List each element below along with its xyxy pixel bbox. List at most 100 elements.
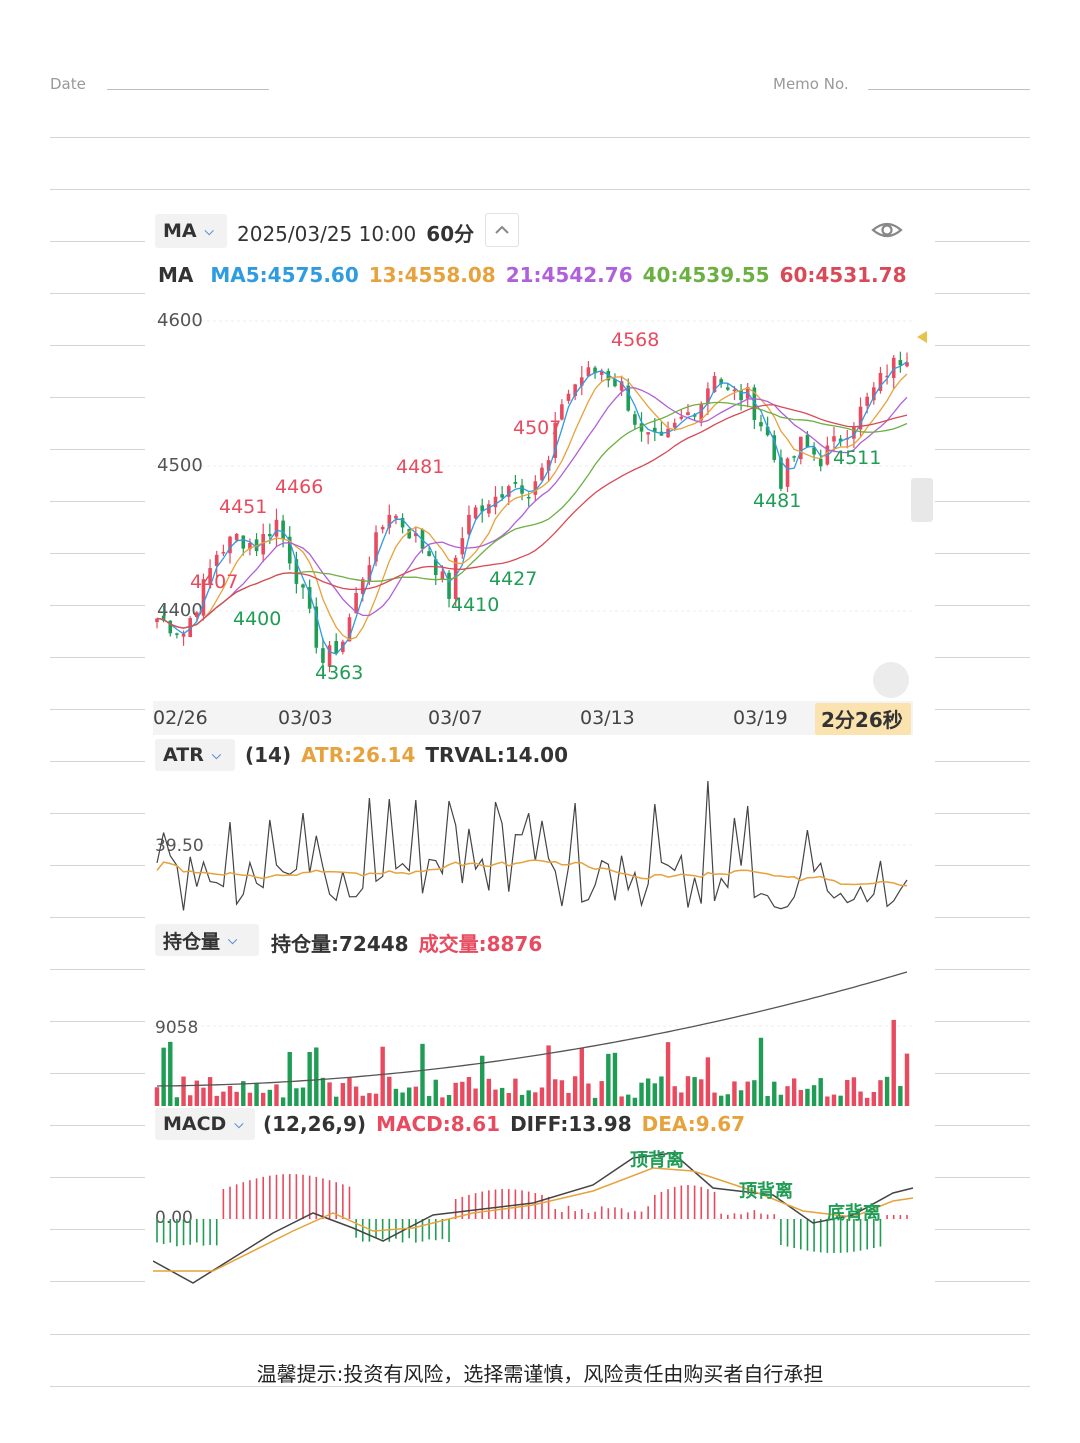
- price-annotation: 4511: [833, 447, 881, 469]
- date-label: Date: [50, 75, 86, 93]
- price-annotation: 4481: [753, 490, 801, 512]
- volume-bar: [221, 1091, 226, 1106]
- current-datetime: 2025/03/25 10:00: [237, 222, 417, 246]
- macd-y-tick: 0.00: [155, 1208, 193, 1228]
- candle-body: [500, 494, 504, 498]
- volume-bar: [466, 1077, 472, 1106]
- candle-body: [380, 526, 385, 530]
- volume-chart[interactable]: 9058: [153, 958, 935, 1108]
- volume-bar: [174, 1097, 180, 1106]
- x-tick-label: 02/26: [153, 707, 208, 729]
- candle-body: [679, 416, 684, 419]
- volume-bar: [533, 1092, 538, 1106]
- atr-chart[interactable]: 39.50: [153, 773, 935, 923]
- volume-bar: [772, 1081, 777, 1106]
- volume-bar: [572, 1076, 578, 1106]
- open-interest-dropdown-label: 持仓量: [163, 930, 221, 953]
- candle-body: [832, 436, 836, 442]
- volume-y-tick: 9058: [155, 1018, 198, 1038]
- volume-bar: [732, 1081, 737, 1106]
- x-tick-label: 03/07: [428, 707, 483, 729]
- memo-line: [50, 137, 1030, 138]
- price-annotation: 4481: [396, 456, 444, 478]
- ma-line: [156, 387, 908, 629]
- volume-bar: [506, 1093, 511, 1106]
- candle-body: [560, 404, 564, 420]
- volume-bar: [805, 1088, 810, 1106]
- candle-body: [360, 579, 365, 594]
- candle-body: [619, 381, 624, 391]
- ma-line: [156, 404, 908, 629]
- candle-body: [533, 481, 538, 495]
- collapse-button[interactable]: [485, 213, 519, 247]
- volume-bar: [353, 1086, 359, 1106]
- volume-bar: [858, 1091, 863, 1106]
- volume-bar: [705, 1057, 711, 1106]
- volume-bar: [407, 1087, 412, 1106]
- candle-body: [838, 438, 843, 442]
- candle-body: [221, 552, 226, 554]
- volume-bar: [692, 1077, 697, 1106]
- volume-bar: [486, 1078, 492, 1106]
- candle-body: [633, 414, 637, 425]
- volume-bar: [718, 1095, 724, 1106]
- volume-bar: [626, 1094, 631, 1106]
- volume-bar: [579, 1047, 584, 1106]
- volume-bar: [294, 1088, 299, 1106]
- ma-item: 13:4558.08: [368, 263, 496, 287]
- candle-body: [460, 538, 465, 555]
- candle-body: [852, 426, 856, 439]
- volume-bar: [400, 1092, 405, 1106]
- candle-body: [652, 427, 657, 433]
- volume-bar: [679, 1092, 684, 1106]
- candle-body: [739, 389, 743, 401]
- candle-body: [327, 645, 332, 667]
- candle-body: [307, 587, 312, 609]
- candle-body: [785, 458, 790, 487]
- macd-dropdown[interactable]: MACD ⌵: [155, 1108, 255, 1140]
- dea-line: [153, 1167, 914, 1272]
- ma-line: [156, 361, 908, 655]
- candle-body: [719, 379, 723, 385]
- volume-bar: [778, 1094, 784, 1106]
- volume-bar: [845, 1079, 850, 1106]
- y-tick-label: 4500: [157, 455, 203, 476]
- volume-bar: [632, 1097, 638, 1106]
- candle-body: [487, 504, 491, 514]
- period-label[interactable]: 60分: [426, 222, 475, 246]
- volume-bar: [247, 1092, 253, 1106]
- price-annotation: 4427: [489, 568, 537, 590]
- volume-bar: [493, 1089, 498, 1106]
- macd-values-line: (12,26,9) MACD:8.61 DIFF:13.98 DEA:9.67: [263, 1112, 755, 1136]
- volume-bar: [387, 1076, 392, 1106]
- visibility-toggle[interactable]: [870, 217, 904, 247]
- volume-bar: [380, 1046, 385, 1106]
- candle-body: [427, 551, 431, 557]
- price-annotation: 4507: [513, 417, 561, 439]
- candle-body: [241, 535, 246, 549]
- candle-body: [493, 496, 498, 508]
- countdown-timer: 2分26秒: [821, 708, 903, 732]
- volume-bar: [599, 1081, 604, 1106]
- volume-bar: [420, 1043, 425, 1106]
- volume-bar: [201, 1087, 206, 1106]
- candle-body: [672, 422, 677, 428]
- indicator-dropdown[interactable]: MA ⌵: [155, 214, 227, 248]
- atr-dropdown[interactable]: ATR ⌵: [155, 739, 235, 771]
- candle-body: [513, 482, 518, 484]
- candle-body: [175, 633, 179, 635]
- candlestick-chart[interactable]: 4600 4500 4400 4451 4466 4481 4507 4568 4407 4400…: [153, 293, 935, 738]
- candle-body: [699, 404, 704, 421]
- indicator-dropdown-label: MA: [163, 220, 197, 242]
- candle-body: [752, 387, 757, 420]
- ma-line: [156, 373, 908, 641]
- volume-bar: [227, 1086, 233, 1106]
- open-interest-dropdown[interactable]: 持仓量 ⌵: [155, 924, 259, 956]
- candle-body: [765, 426, 770, 436]
- diff-line: [153, 1152, 914, 1284]
- volume-bar: [440, 1097, 445, 1106]
- chevron-down-icon: ⌵: [228, 932, 238, 947]
- volume-bar: [367, 1093, 372, 1106]
- volume-bar: [586, 1083, 591, 1106]
